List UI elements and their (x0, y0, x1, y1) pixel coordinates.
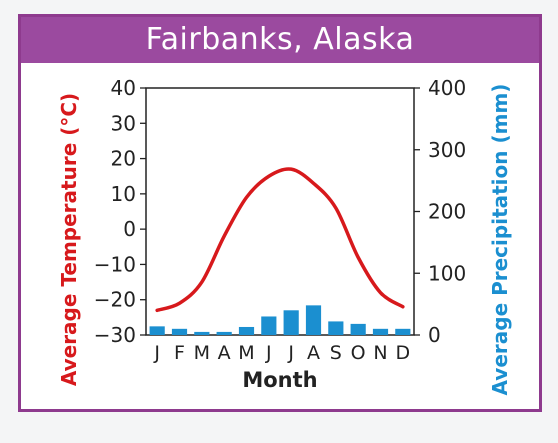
right-tick-label: 100 (428, 261, 466, 285)
month-tick-label: M (238, 342, 254, 364)
precipitation-bar (395, 328, 411, 335)
precipitation-bar (328, 321, 344, 335)
right-tick-label: 300 (428, 138, 466, 162)
x-axis-label: Month (242, 368, 317, 392)
month-tick-label: F (174, 342, 185, 364)
left-tick-label: 40 (111, 76, 136, 100)
precipitation-bar (171, 328, 188, 335)
precipitation-bar (261, 316, 277, 335)
precipitation-bar (305, 305, 322, 335)
month-tick-label: J (153, 342, 160, 364)
left-tick-label: 20 (111, 147, 136, 171)
month-tick-label: D (396, 342, 411, 364)
precipitation-bar (216, 331, 232, 335)
month-tick-label: J (265, 342, 272, 364)
chart-title: Fairbanks, Alaska (21, 17, 539, 63)
precipitation-bar (194, 331, 210, 335)
precipitation-bar (283, 310, 299, 335)
right-tick-label: 200 (428, 200, 466, 224)
month-tick-label: M (194, 342, 210, 364)
precipitation-bar (238, 326, 255, 335)
left-tick-label: 10 (111, 182, 136, 206)
left-axis-label: Average Temperature (°C) (57, 93, 81, 386)
month-tick-label: S (330, 342, 342, 364)
left-tick-label: −20 (94, 288, 136, 312)
month-tick-label: N (373, 342, 387, 364)
month-tick-label: J (287, 342, 294, 364)
precipitation-bar (350, 323, 366, 335)
right-tick-label: 0 (428, 323, 441, 347)
left-tick-label: −30 (94, 323, 136, 347)
right-tick-label: 400 (428, 76, 466, 100)
left-tick-label: −10 (94, 252, 136, 276)
temperature-line (155, 167, 405, 313)
precipitation-bar (149, 326, 165, 335)
chart-card: Fairbanks, Alaska (18, 14, 542, 412)
precipitation-bar (372, 328, 389, 335)
right-axis-label: Average Precipitation (mm) (488, 84, 512, 396)
left-tick-label: 0 (123, 217, 136, 241)
month-tick-label: O (351, 342, 366, 364)
month-tick-label: A (307, 342, 320, 364)
month-tick-label: A (218, 342, 231, 364)
left-tick-label: 30 (111, 111, 136, 135)
